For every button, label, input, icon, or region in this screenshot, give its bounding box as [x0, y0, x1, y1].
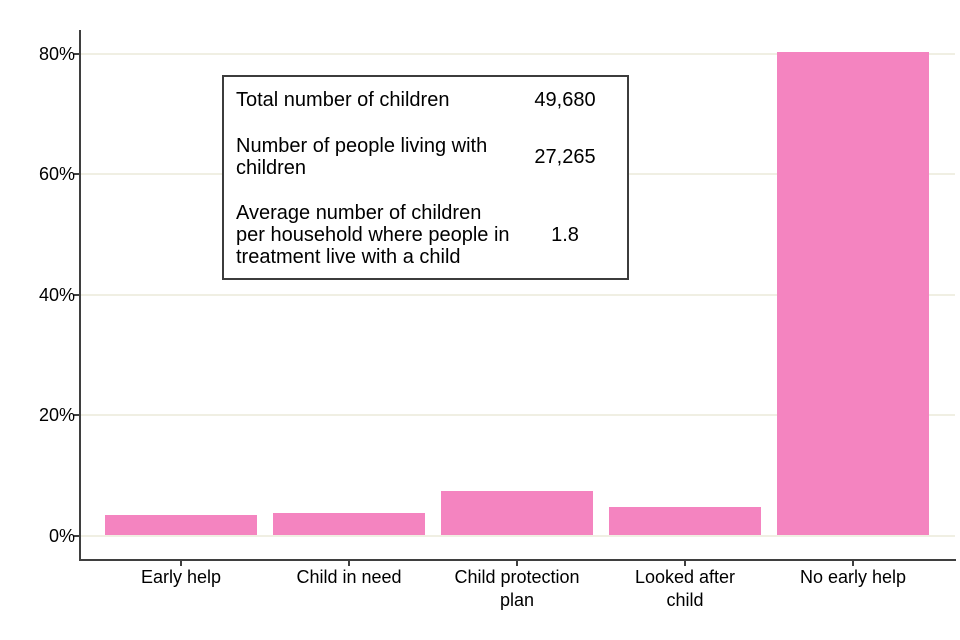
y-axis-tick: [74, 293, 80, 296]
bar-looked-after-child: [609, 506, 761, 536]
y-axis-tick: [74, 173, 80, 175]
x-axis-label-early-help: Early help: [140, 567, 222, 587]
bar-early-help: [105, 515, 257, 536]
x-axis-label-child-protection-plan: Child protection plan: [454, 567, 580, 610]
gridline-0-: [81, 534, 955, 537]
gridline-40-: [81, 293, 955, 296]
y-axis-tick-label: 80%: [38, 43, 75, 64]
bar-child-in-need: [273, 512, 425, 536]
y-axis-line: [79, 30, 81, 561]
y-axis-tick: [74, 52, 80, 55]
y-axis-tick-label: 40%: [38, 284, 75, 305]
bar-child-protection-plan: [441, 490, 593, 536]
x-axis-tick: [516, 561, 518, 566]
stats-value: 49,680: [534, 89, 596, 111]
x-axis-label-no-early-help: No early help: [799, 567, 907, 587]
x-axis-label-looked-after-child: Looked after child: [634, 567, 736, 610]
stats-value: 27,265: [534, 145, 596, 168]
x-axis-tick: [348, 561, 350, 566]
x-axis-tick: [180, 561, 182, 566]
stats-row-total-children: Total number of children 49,680: [236, 89, 619, 111]
x-axis-tick: [684, 561, 686, 566]
stats-value: 1.8: [551, 224, 579, 246]
x-axis-line: [79, 559, 956, 561]
stats-label: Total number of children: [236, 89, 450, 111]
x-axis-label-child-in-need: Child in need: [296, 567, 402, 587]
stats-label: Number of people living with children: [236, 134, 488, 179]
y-axis-tick-label: 60%: [38, 164, 75, 184]
stats-row-people-living-with-children: Number of people living with children 27…: [236, 135, 619, 179]
gridline-20-: [81, 414, 955, 416]
bar-no-early-help: [777, 51, 929, 536]
y-axis-tick-label: 20%: [38, 405, 75, 425]
y-axis-tick: [74, 414, 80, 416]
stats-row-average-children-per-household: Average number of children per household…: [236, 202, 619, 268]
stats-label: Average number of children per household…: [236, 202, 510, 268]
y-axis-tick: [74, 534, 80, 537]
gridline-80-: [81, 52, 955, 55]
summary-stats-box: Total number of children 49,680 Number o…: [222, 75, 629, 280]
x-axis-tick: [852, 561, 854, 566]
y-axis-tick-label: 0%: [48, 525, 75, 546]
